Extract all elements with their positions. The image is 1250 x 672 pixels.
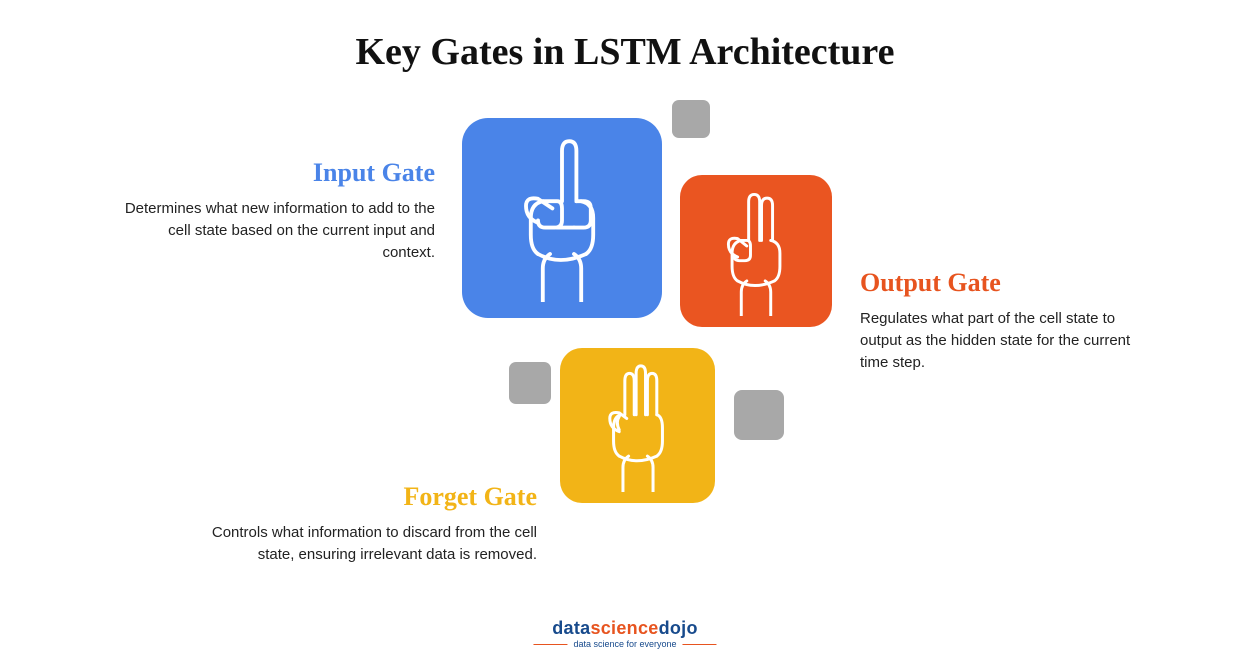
hand-three-icon: [591, 360, 685, 492]
logo-word-2: science: [590, 618, 658, 638]
forget-gate-title: Forget Gate: [207, 482, 537, 512]
brand-logo-text: datasciencedojo: [533, 618, 716, 639]
hand-one-icon: [502, 134, 622, 302]
decor-square-1: [672, 100, 710, 138]
output-gate-desc: Regulates what part of the cell state to…: [860, 308, 1160, 373]
brand-logo: datasciencedojo data science for everyon…: [533, 618, 716, 649]
logo-word-1: data: [552, 618, 590, 638]
brand-logo-rule: data science for everyone: [533, 639, 716, 649]
forget-gate-desc: Controls what information to discard fro…: [207, 522, 537, 566]
brand-tagline: data science for everyone: [573, 639, 676, 649]
input-gate-title: Input Gate: [115, 158, 435, 188]
input-gate-text: Input Gate Determines what new informati…: [115, 158, 435, 263]
page-title: Key Gates in LSTM Architecture: [0, 30, 1250, 74]
logo-line-left: [533, 644, 567, 645]
forget-gate-card: [560, 348, 715, 503]
output-gate-card: [680, 175, 832, 327]
input-gate-card: [462, 118, 662, 318]
logo-line-right: [683, 644, 717, 645]
input-gate-desc: Determines what new information to add t…: [115, 198, 435, 263]
decor-square-2: [509, 362, 551, 404]
forget-gate-text: Forget Gate Controls what information to…: [207, 482, 537, 566]
output-gate-text: Output Gate Regulates what part of the c…: [860, 268, 1160, 373]
decor-square-3: [734, 390, 784, 440]
hand-two-icon: [710, 187, 802, 316]
output-gate-title: Output Gate: [860, 268, 1160, 298]
logo-word-3: dojo: [659, 618, 698, 638]
